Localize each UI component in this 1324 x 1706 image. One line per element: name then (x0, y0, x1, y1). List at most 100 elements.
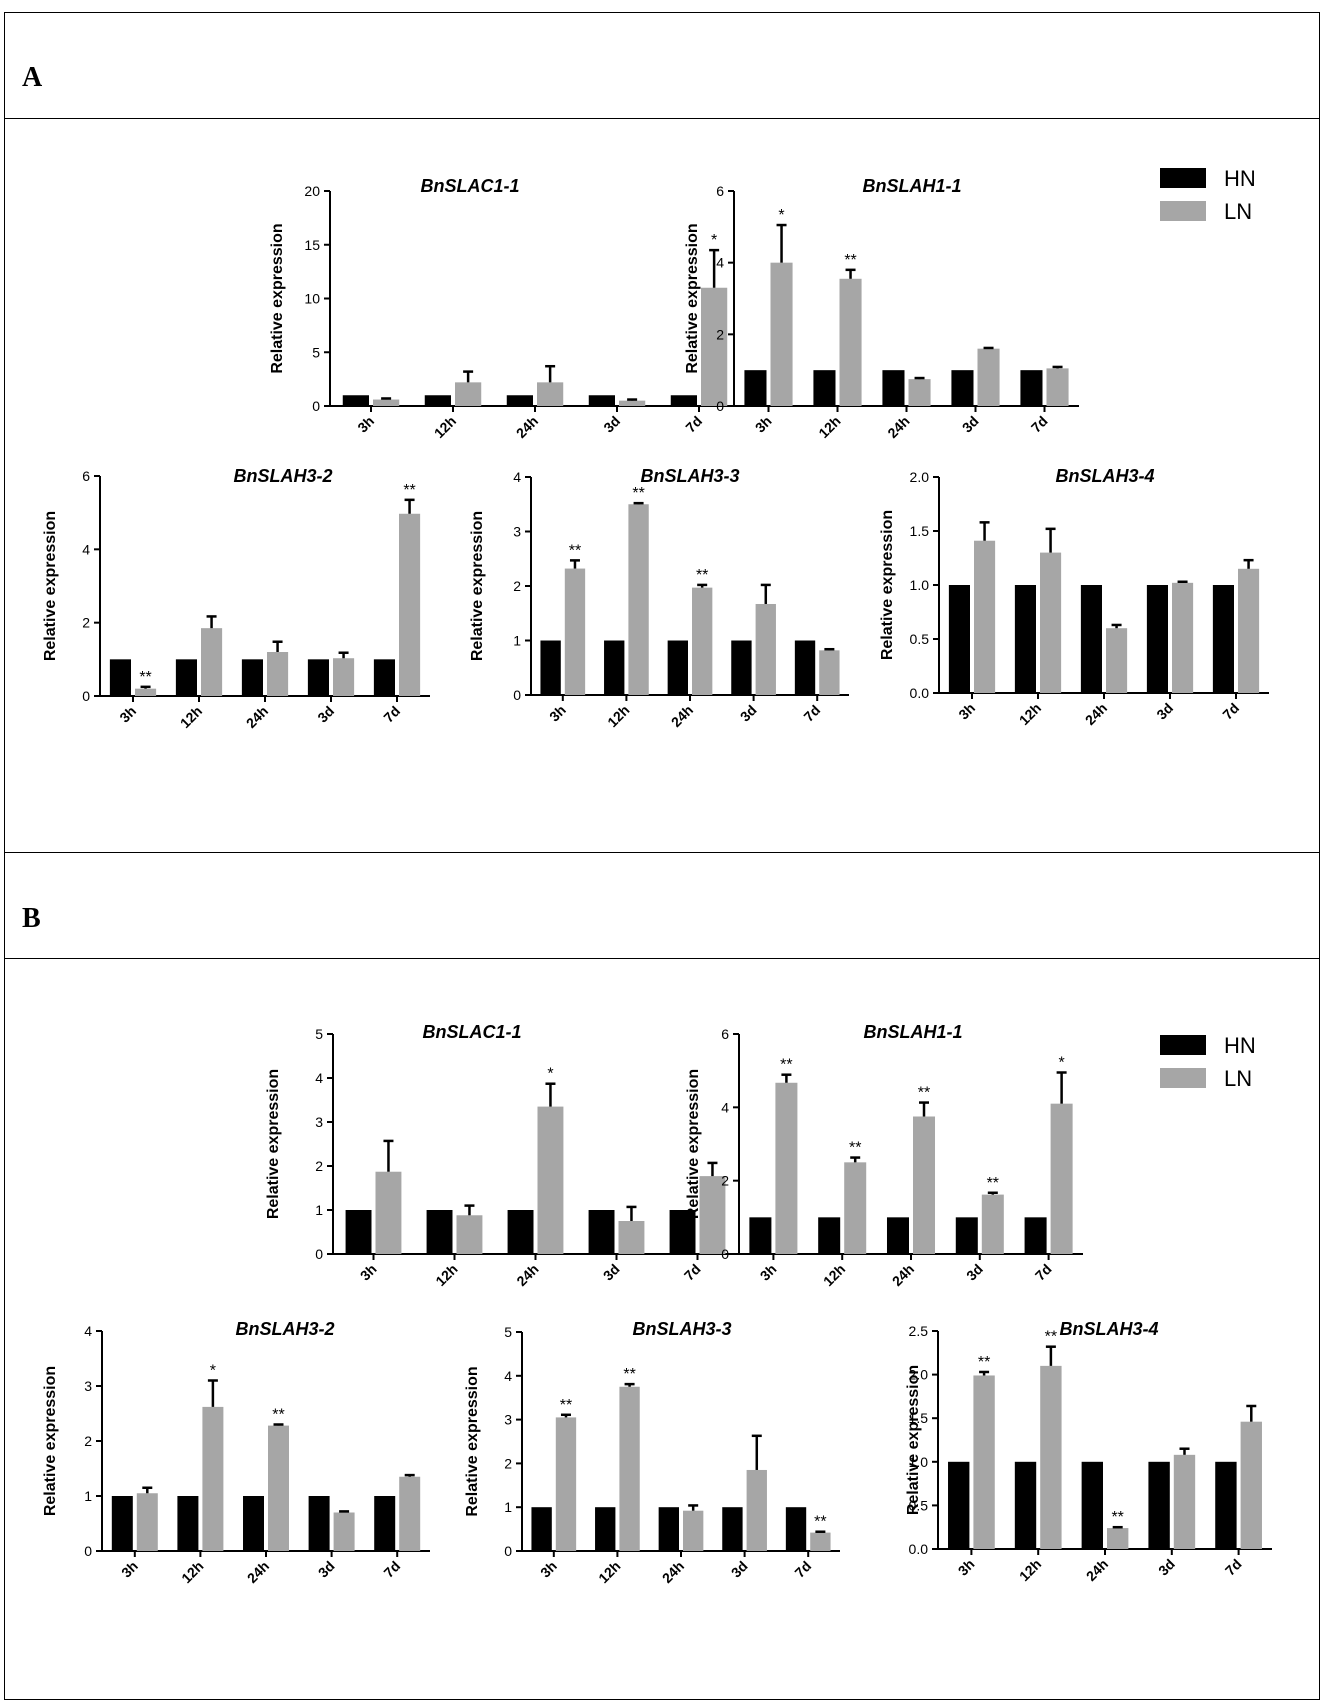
x-tick-label: 12h (178, 1558, 206, 1586)
x-tick-label: 24h (513, 413, 541, 441)
legend-swatch-hn (1160, 168, 1206, 188)
bar-hn (345, 1210, 372, 1254)
x-tick-label: 7d (380, 703, 403, 726)
bar-ln (619, 400, 646, 406)
significance-label: ** (814, 1514, 826, 1531)
y-tick-label: 0.5 (910, 631, 930, 647)
x-tick-label: 24h (884, 413, 912, 441)
y-axis-label: Relative expression (42, 511, 59, 661)
x-tick-label: 3h (537, 1558, 560, 1581)
x-tick-label: 3h (118, 1558, 141, 1581)
significance-label: ** (844, 252, 856, 269)
x-tick-label: 3d (314, 703, 337, 726)
y-tick-label: 1 (84, 1488, 92, 1504)
x-tick-label: 3d (737, 702, 760, 725)
x-tick-label: 3h (354, 413, 377, 436)
bar-ln (537, 382, 564, 406)
bar-hn (1080, 585, 1102, 693)
x-tick-label: 7d (1222, 1556, 1245, 1579)
bar-hn (951, 370, 974, 406)
significance-label: ** (403, 482, 415, 499)
bar-hn (177, 1496, 199, 1551)
y-tick-label: 0 (312, 398, 320, 414)
y-tick-label: 0 (716, 398, 724, 414)
bar-ln (683, 1510, 704, 1551)
legend-label-ln: LN (1224, 1066, 1252, 1091)
bar-ln (1107, 1528, 1129, 1549)
legend-label-hn: HN (1224, 166, 1256, 191)
legend-swatch-ln (1160, 201, 1206, 221)
chart-title: BnSLAC1-1 (422, 1022, 521, 1042)
y-tick-label: 2 (504, 1455, 512, 1471)
y-tick-label: 5 (504, 1324, 512, 1340)
bar-hn (1020, 370, 1043, 406)
bar-ln (1238, 568, 1260, 693)
significance-label: ** (139, 669, 151, 686)
y-tick-label: 4 (513, 469, 521, 485)
y-tick-label: 0.5 (909, 1497, 929, 1513)
bar-ln (537, 1106, 564, 1254)
bar-ln (701, 287, 728, 406)
chart-a-bnslah3-3: BnSLAH3-3 Relative expression 0 1 2 3 4 3h ** 12h… (469, 466, 849, 730)
x-tick-label: 3h (546, 702, 569, 725)
x-tick-label: 3d (600, 1261, 623, 1284)
bar-ln (973, 1375, 995, 1549)
bar-hn (670, 395, 697, 406)
y-tick-label: 5 (315, 1026, 323, 1042)
x-tick-label: 3d (315, 1558, 338, 1581)
y-tick-label: 4 (315, 1070, 323, 1086)
bar-ln (455, 382, 482, 406)
y-tick-label: 0 (513, 687, 521, 703)
bar-ln (135, 688, 157, 696)
y-tick-label: 4 (82, 541, 90, 557)
chart-title: BnSLAH3-3 (632, 1319, 731, 1339)
significance-label: ** (849, 1140, 861, 1157)
x-tick-label: 12h (604, 702, 632, 730)
x-tick-label: 12h (1016, 1556, 1044, 1584)
chart-title: BnSLAC1-1 (420, 176, 519, 196)
y-tick-label: 2 (315, 1158, 323, 1174)
y-axis-label: Relative expression (42, 1366, 59, 1516)
significance-label: ** (780, 1057, 792, 1074)
bar-hn (604, 640, 625, 695)
significance-label: ** (1111, 1509, 1123, 1526)
y-tick-label: 1.0 (909, 1454, 929, 1470)
chart-b-bnslah3-3: BnSLAH3-3 Relative expression 0 1 2 3 4 5 3h ** 12… (464, 1319, 840, 1586)
bar-ln (1240, 1421, 1262, 1549)
legend-swatch-hn (1160, 1035, 1206, 1055)
significance-label: ** (272, 1407, 284, 1424)
bar-hn (948, 1461, 970, 1549)
bar-hn (1024, 1217, 1047, 1254)
y-axis-label: Relative expression (469, 511, 486, 661)
y-axis-label: Relative expression (879, 510, 896, 660)
bar-ln (770, 262, 793, 406)
bar-ln (618, 1221, 645, 1254)
chart-b-bnslah3-2: BnSLAH3-2 Relative expression 0 1 2 3 4 3h 12h * 2… (42, 1319, 430, 1586)
x-tick-label: 24h (1083, 1556, 1111, 1584)
y-tick-label: 4 (504, 1368, 512, 1384)
chart-title: BnSLAH3-4 (1055, 466, 1154, 486)
y-tick-label: 2.0 (910, 469, 930, 485)
bar-hn (307, 659, 329, 696)
x-tick-label: 12h (1016, 700, 1044, 728)
y-axis-label: Relative expression (684, 223, 701, 373)
legend-label-hn: HN (1224, 1033, 1256, 1058)
x-tick-label: 12h (815, 413, 843, 441)
bar-hn (744, 370, 767, 406)
significance-label: * (711, 232, 717, 249)
bar-ln (456, 1215, 483, 1254)
bar-hn (426, 1210, 453, 1254)
bar-ln (136, 1493, 158, 1551)
x-tick-label: 7d (682, 413, 705, 436)
bar-ln (974, 540, 996, 693)
x-tick-label: 3h (955, 700, 978, 723)
bar-ln (1040, 552, 1062, 693)
bar-hn (813, 370, 836, 406)
bar-hn (1146, 585, 1168, 693)
y-tick-label: 0 (504, 1543, 512, 1559)
bar-ln (1173, 1454, 1196, 1549)
bar-ln (810, 1532, 831, 1551)
bar-ln (977, 348, 1000, 406)
